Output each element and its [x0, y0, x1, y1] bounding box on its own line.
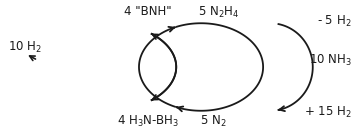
- Text: 5 N$_2$: 5 N$_2$: [200, 114, 227, 129]
- Text: 10 NH$_3$: 10 NH$_3$: [309, 53, 352, 68]
- Text: + 15 H$_2$: + 15 H$_2$: [304, 105, 352, 120]
- Text: 4 "BNH": 4 "BNH": [124, 5, 172, 18]
- Text: 5 N$_2$H$_4$: 5 N$_2$H$_4$: [198, 5, 240, 20]
- Text: - 5 H$_2$: - 5 H$_2$: [317, 14, 352, 29]
- Text: 4 H$_3$N-BH$_3$: 4 H$_3$N-BH$_3$: [117, 114, 179, 129]
- Text: 10 H$_2$: 10 H$_2$: [8, 40, 42, 55]
